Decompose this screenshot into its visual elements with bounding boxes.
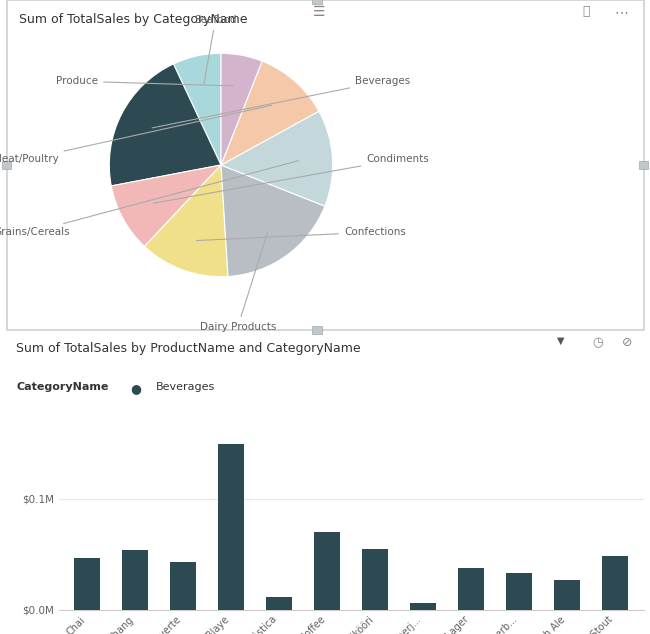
Text: ●: ● [131,382,142,395]
Bar [312,0,322,4]
Text: ⊘: ⊘ [622,336,633,349]
Text: Sum of TotalSales by CategoryName: Sum of TotalSales by CategoryName [20,13,248,26]
Text: Produce: Produce [56,76,233,86]
Wedge shape [221,53,262,165]
Bar [312,326,322,334]
Bar [170,562,196,610]
Bar [410,603,436,610]
Text: CategoryName: CategoryName [16,382,109,392]
Text: Beverages: Beverages [156,382,215,392]
Bar [362,548,388,610]
Bar [601,557,628,610]
Bar [74,557,101,610]
Wedge shape [144,165,228,276]
Bar [554,579,580,610]
Bar [218,444,244,610]
Text: Dairy Products: Dairy Products [200,233,276,332]
Bar [266,597,292,610]
Wedge shape [221,165,325,276]
Bar [314,532,340,610]
Wedge shape [221,61,319,165]
Text: Meat/Poultry: Meat/Poultry [0,105,272,164]
Text: Condiments: Condiments [153,155,429,204]
Wedge shape [221,111,333,206]
Text: ☰: ☰ [313,5,325,19]
Bar [506,573,532,610]
Text: Seafood: Seafood [194,15,237,84]
Wedge shape [174,53,221,165]
Text: ⋯: ⋯ [614,5,628,19]
Bar [2,161,11,169]
Bar [639,161,648,169]
Text: Sum of TotalSales by ProductName and CategoryName: Sum of TotalSales by ProductName and Cat… [16,342,361,355]
Text: Confections: Confections [196,227,406,240]
Text: Beverages: Beverages [152,76,410,128]
Text: Grains/Cereals: Grains/Cereals [0,160,298,237]
Text: ▼: ▼ [557,336,564,346]
Bar [458,567,484,610]
Text: ⧉: ⧉ [582,5,590,18]
Bar [122,550,148,610]
Wedge shape [111,165,221,247]
Text: ◷: ◷ [592,336,603,349]
Wedge shape [109,64,221,186]
